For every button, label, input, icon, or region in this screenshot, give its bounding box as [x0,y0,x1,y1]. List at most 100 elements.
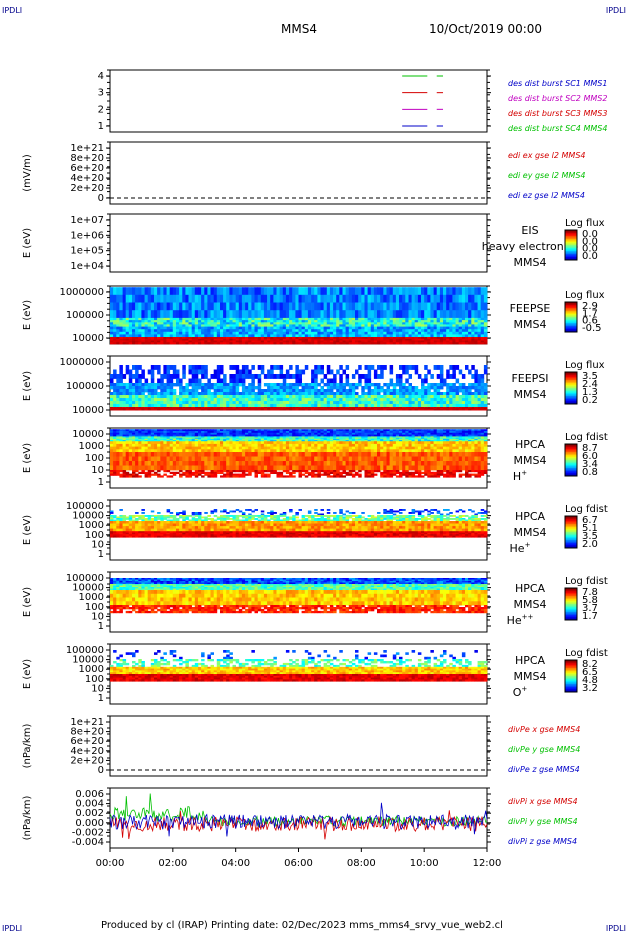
heatmap-cell [176,465,180,471]
heatmap-cell [471,342,475,345]
heatmap-cell [483,398,488,402]
heatmap-cell [254,337,258,340]
heatmap-cell [245,456,249,462]
heatmap-cell [113,331,117,335]
heatmap-cell [298,407,302,409]
heatmap-cell [232,407,236,409]
heatmap-cell [251,438,255,441]
heatmap-cell [345,365,350,370]
heatmap-cell [138,443,142,447]
heatmap-cell [147,310,152,319]
heatmap-cell [414,408,419,410]
heatmap-cell [439,404,444,408]
heatmap-cell [367,404,372,408]
heatmap-cell [245,470,249,473]
heatmap-cell [257,287,262,296]
heatmap-cell [110,452,114,457]
heatmap-cell [141,431,145,434]
heatmap-cell [339,407,343,409]
heatmap-cell [194,431,199,434]
heatmap-cell [141,440,145,442]
heatmap-cell [298,329,302,333]
heatmap-cell [213,434,218,437]
heatmap-cell [439,408,444,410]
heatmap-cell [198,436,202,438]
colorbar-title: Log flux [565,360,605,371]
heatmap-cell [220,294,224,303]
heatmap-cell [191,436,196,438]
heatmap-cell [314,383,318,387]
heatmap-cell [358,294,362,303]
heatmap-cell [414,395,419,399]
heatmap-cell [160,436,164,438]
heatmap-cell [458,395,463,399]
heatmap-cell [179,337,183,340]
heatmap-cell [241,340,246,343]
heatmap-cell [380,398,384,402]
heatmap-cell [276,432,280,435]
heatmap-cell [135,338,139,341]
panel-side-label: MMS4 [514,388,547,401]
heatmap-cell [263,320,268,323]
heatmap-cell [179,407,183,409]
heatmap-cell [238,378,243,384]
heatmap-cell [226,302,230,311]
heatmap-cell [201,401,205,405]
heatmap-cell [232,374,236,379]
heatmap-cell [166,340,171,343]
heatmap-cell [147,475,152,478]
heatmap-cell [125,342,130,345]
heatmap-cell [292,470,296,473]
heatmap-cell [125,408,130,410]
heatmap-cell [257,407,262,409]
heatmap-cell [179,434,183,437]
heatmap-cell [116,446,120,450]
heatmap-cell [194,326,199,330]
heatmap-cell [201,287,205,296]
heatmap-cell [210,329,214,333]
heatmap-cell [289,452,293,457]
heatmap-cell [216,320,221,323]
heatmap-cell [169,294,174,303]
heatmap-cell [307,294,312,303]
colorbar-tick-label: 0.0 [582,229,598,240]
heatmap-cell [204,440,208,442]
heatmap-cell [263,429,268,432]
heatmap-cell [402,331,406,335]
heatmap-cell [383,322,387,325]
heatmap-cell [279,449,284,453]
heatmap-cell [132,409,136,411]
heatmap-cell [245,461,249,466]
heatmap-cell [389,317,394,321]
heatmap-cell [307,401,312,405]
heatmap-cell [405,365,409,370]
heatmap-cell [263,449,268,453]
heatmap-cell [154,443,158,447]
heatmap-cell [361,395,365,399]
heatmap-cell [213,342,218,345]
heatmap-cell [304,401,309,405]
heatmap-cell [141,470,145,473]
colorbar-segment [565,321,577,324]
heatmap-cell [154,294,158,303]
heatmap-cell [185,329,189,333]
heatmap-cell [185,340,189,343]
heatmap-cell [392,294,397,303]
heatmap-cell [289,310,293,319]
colorbar-segment [565,254,577,256]
heatmap-cell [439,401,444,405]
heatmap-cell [232,437,236,440]
heatmap-cell [238,302,243,311]
heatmap-cell [141,407,145,409]
heatmap-cell [367,331,372,335]
heatmap-cell [279,324,284,327]
heatmap-cell [333,324,337,327]
heatmap-cell [317,320,321,323]
heatmap-cell [468,329,472,333]
heatmap-cell [436,398,441,402]
heatmap-cell [424,324,428,327]
heatmap-cell [345,401,350,405]
heatmap-cell [176,338,180,341]
heatmap-cell [367,322,372,325]
heatmap-cell [339,317,343,321]
